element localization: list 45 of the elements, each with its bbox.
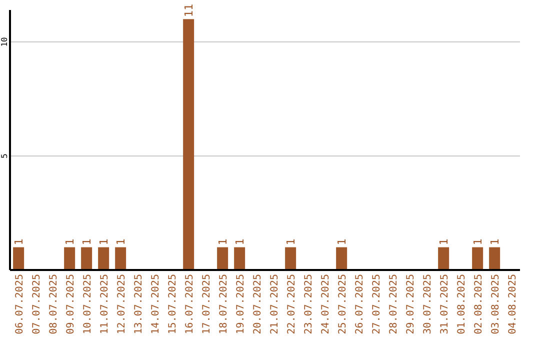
data-label: 1: [114, 238, 128, 246]
x-tick-label: 04.08.2025: [508, 274, 518, 334]
x-tick-label: 26.07.2025: [354, 274, 366, 334]
x-tick-label: 20.07.2025: [252, 274, 264, 334]
x-tick-label: 11.07.2025: [100, 274, 110, 334]
x-tick-label: 28.07.2025: [388, 274, 400, 334]
x-tick-label: 30.07.2025: [422, 274, 434, 334]
x-tick-label: 07.07.2025: [32, 274, 42, 334]
data-label: 1: [438, 238, 451, 246]
data-label: 1: [12, 238, 26, 246]
x-tick-label: 17.07.2025: [202, 274, 212, 334]
x-tick-label: 01.08.2025: [456, 274, 468, 334]
x-tick-label: 03.08.2025: [490, 274, 502, 334]
x-tick-label: 08.07.2025: [48, 274, 60, 334]
data-label: 1: [336, 238, 349, 246]
x-tick-label: 22.07.2025: [286, 274, 298, 334]
data-label: 1: [284, 238, 298, 246]
data-label: 1: [488, 238, 502, 246]
x-tick-label: 06.07.2025: [14, 274, 26, 334]
data-label: 1: [472, 238, 485, 246]
x-tick-label: 31.07.2025: [440, 274, 450, 334]
data-label: 11: [182, 4, 196, 18]
x-tick-label: 29.07.2025: [406, 274, 416, 334]
data-label: 1: [216, 238, 230, 246]
x-tick-label: 18.07.2025: [218, 274, 230, 334]
data-label: 1: [98, 238, 111, 246]
x-tick-label: 21.07.2025: [270, 274, 280, 334]
x-tick-label: 12.07.2025: [116, 274, 128, 334]
x-tick-label: 02.08.2025: [474, 274, 484, 334]
x-tick-label: 13.07.2025: [134, 274, 144, 334]
data-label: 1: [80, 238, 94, 246]
x-tick-label: 09.07.2025: [66, 274, 76, 334]
x-tick-label: 19.07.2025: [236, 274, 246, 334]
y-tick-label: 5: [0, 153, 9, 158]
y-tick-label: 10: [0, 36, 9, 47]
x-tick-label: 25.07.2025: [338, 274, 348, 334]
x-tick-label: 15.07.2025: [168, 274, 178, 334]
x-tick-label: 16.07.2025: [184, 274, 196, 334]
x-tick-label: 10.07.2025: [82, 274, 94, 334]
x-tick-label: 27.07.2025: [372, 274, 382, 334]
data-label: 1: [64, 238, 77, 246]
data-label: 1: [234, 238, 247, 246]
x-tick-label: 14.07.2025: [150, 274, 162, 334]
x-tick-label: 23.07.2025: [304, 274, 314, 334]
x-tick-label: 24.07.2025: [320, 274, 332, 334]
